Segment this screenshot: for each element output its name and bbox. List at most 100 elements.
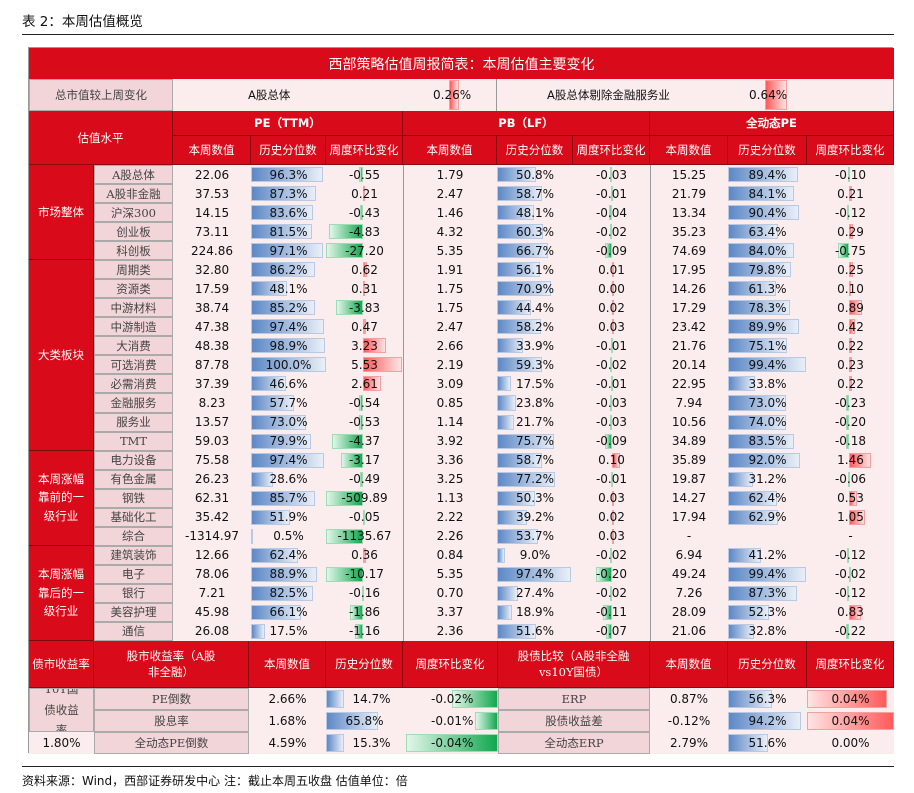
row-label: 美容护理 [94, 602, 173, 622]
change-cell-text: -0.55 [348, 167, 381, 182]
data-bar [251, 338, 325, 354]
change-cell: -0.09 [573, 431, 650, 451]
change-cell: 1.05 [807, 507, 894, 527]
value-cell: 4.59% [249, 732, 326, 754]
value-cell: 2.66 [403, 336, 497, 356]
row-label-text: 大消费 [116, 338, 151, 353]
row-label-text: 资源类 [116, 281, 151, 296]
percentile-cell-text: 89.4% [748, 167, 787, 182]
value-cell-text: - [686, 529, 692, 544]
group-label: 本周涨幅靠后的一级行业 [29, 545, 94, 641]
value-cell-text: 1.13 [436, 491, 464, 506]
change-cell-text: 0.62 [351, 262, 378, 277]
data-bar [332, 433, 363, 449]
percentile-cell: 58.7% [497, 184, 573, 204]
group-label-text: 本周涨幅靠后的一级行业 [38, 567, 84, 619]
value-cell: 2.36 [403, 621, 497, 641]
header-col-text: 周度环比变化 [815, 657, 885, 671]
percentile-cell-text: 57.7% [269, 395, 308, 410]
data-bar [497, 376, 512, 392]
data-bar [849, 262, 853, 278]
change-cell: -4.37 [326, 431, 403, 451]
change-cell: -0.05 [326, 507, 403, 527]
data-bar [849, 186, 853, 202]
value-cell-text: 0.84 [436, 548, 464, 563]
change-cell-text: 1.05 [837, 510, 864, 525]
percentile-cell-text: 90.4% [748, 205, 787, 220]
percentile-cell: 32.8% [728, 621, 807, 641]
change-cell-text: -0.23 [834, 395, 867, 410]
value-cell-text: 19.87 [671, 472, 707, 487]
data-bar [497, 281, 551, 297]
change-cell: -0.03 [573, 165, 650, 185]
data-bar [497, 414, 515, 430]
comparison-label-text: 全动态ERP [544, 736, 604, 750]
data-bar [326, 712, 378, 730]
data-bar [807, 712, 894, 730]
data-bar [765, 80, 788, 110]
change-cell: 3.23 [326, 336, 403, 356]
data-bar [848, 471, 851, 487]
data-bar [612, 262, 614, 278]
percentile-cell: 84.0% [728, 241, 807, 261]
change-cell: - [807, 526, 894, 546]
change-cell-text: -0.02 [595, 357, 628, 372]
percentile-cell [728, 526, 807, 546]
row-label-text: 金融服务 [110, 395, 157, 410]
data-bar [326, 528, 363, 544]
data-bar [497, 623, 537, 639]
stock-yield-label-text: PE倒数 [151, 692, 192, 706]
value-cell-text: 0.85 [436, 395, 464, 410]
change-cell: -27.20 [326, 241, 403, 261]
value-cell: 23.42 [650, 317, 728, 337]
data-bar [497, 471, 556, 487]
header-col: 周度环比变化 [403, 641, 498, 688]
bond-value-text: 1.80% [42, 736, 81, 750]
data-bar [497, 395, 516, 411]
value-cell-text: 62.31 [194, 491, 230, 506]
percentile-cell-text: 51.6% [748, 736, 787, 750]
data-bar [251, 433, 311, 449]
change-cell-text: -0.04 [595, 205, 628, 220]
change-cell-text: 0.01 [598, 262, 625, 277]
value-cell: 12.66 [173, 545, 251, 565]
percentile-cell-text: 62.9% [748, 510, 787, 525]
data-bar [363, 186, 365, 202]
value-cell-text: 78.06 [194, 567, 230, 582]
change-cell: -0.01% [403, 710, 498, 732]
header-col-text: 周度环比变化 [576, 143, 646, 157]
header-col-text: 历史分位数 [259, 143, 317, 157]
value-cell: 0.84 [403, 545, 497, 565]
value-cell-text: 37.39 [194, 376, 230, 391]
stock-yield-header: 股市收益率（A股非全融） [94, 641, 249, 688]
change-cell: 0.42 [807, 317, 894, 337]
change-cell: 0.47 [326, 317, 403, 337]
change-cell-text: 0.22 [837, 376, 864, 391]
change-cell: -0.07 [573, 621, 650, 641]
percentile-cell-text: 50.8% [515, 167, 555, 182]
report-title: 西部策略估值周报简表：本周估值主要变化 [29, 48, 894, 79]
data-bar [497, 566, 571, 582]
data-bar [251, 490, 315, 506]
change-cell-text: 0.31 [351, 281, 378, 296]
percentile-cell: 78.3% [728, 298, 807, 318]
data-bar [837, 243, 849, 259]
valuation-table: 西部策略估值周报简表：本周估值主要变化 总市值较上周变化 A股总体 0.26% A股总体… [28, 47, 894, 754]
percentile-cell: 18.9% [497, 602, 573, 622]
value-cell: 2.79% [650, 732, 728, 754]
percentile-cell-text: 51.6% [515, 624, 555, 639]
data-bar [612, 509, 614, 525]
data-bar [497, 167, 536, 183]
data-bar [612, 490, 615, 506]
percentile-cell-text: 21.7% [515, 415, 555, 430]
change-cell-text: -0.01 [595, 186, 628, 201]
column-divider [650, 165, 651, 641]
value-cell-text: 2.19 [436, 357, 464, 372]
value-cell: 34.89 [650, 431, 728, 451]
value-cell-text: 74.69 [671, 243, 707, 258]
data-bar [728, 690, 772, 708]
change-cell: 0.21 [807, 184, 894, 204]
percentile-cell: 70.9% [497, 279, 573, 299]
row-label: 创业板 [94, 222, 173, 242]
change-cell-text: 0.89 [837, 300, 864, 315]
